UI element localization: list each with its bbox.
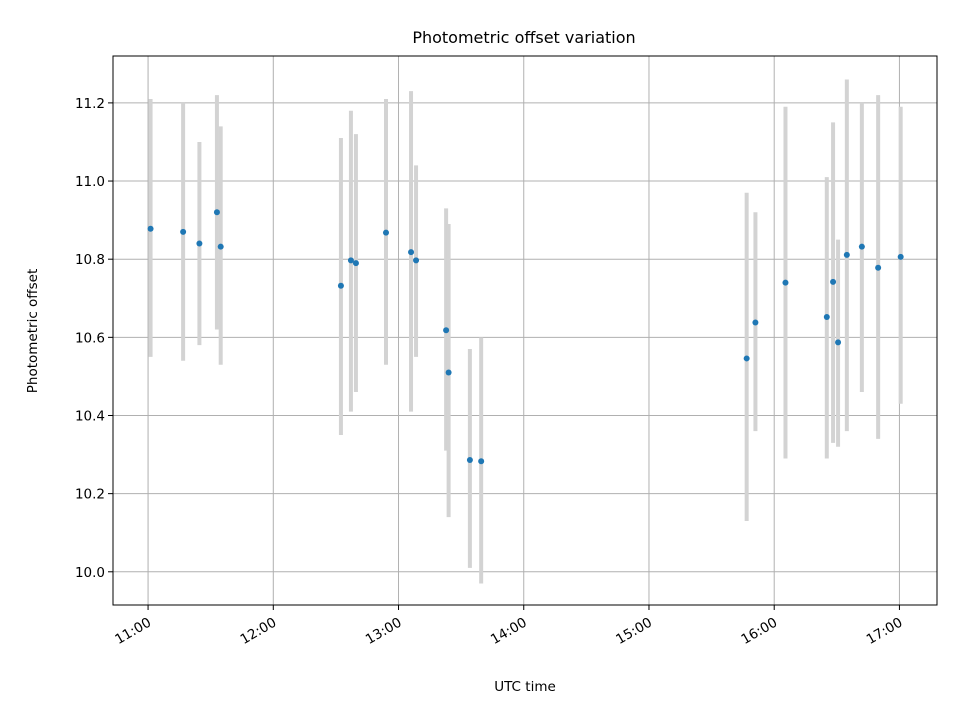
x-axis-ticks: 11:00 12:00 13:00 14:00 15:00 16:00 17:00: [112, 605, 905, 648]
data-point: [835, 339, 842, 346]
y-tick-label: 11.2: [75, 96, 105, 112]
data-point: [478, 458, 485, 465]
plot-frame: [112, 55, 938, 606]
data-point: [413, 257, 420, 264]
x-tick-label: 11:00: [112, 615, 154, 648]
data-point: [408, 249, 415, 256]
data-point: [213, 209, 220, 216]
chart-title: Photometric offset variation: [412, 28, 635, 47]
data-point: [858, 243, 865, 250]
data-point: [823, 314, 830, 321]
data-point: [466, 457, 473, 464]
y-tick-label: 10.0: [75, 565, 105, 581]
x-tick-label: 17:00: [864, 615, 906, 648]
data-point: [382, 229, 389, 236]
x-axis-label: UTC time: [494, 679, 556, 695]
data-point: [743, 355, 750, 362]
data-point: [217, 243, 224, 250]
data-point: [752, 319, 759, 326]
data-point: [445, 369, 452, 376]
grid: [113, 56, 937, 605]
data-point: [843, 251, 850, 258]
data-point: [180, 228, 187, 235]
y-tick-label: 10.6: [75, 330, 105, 346]
data-point: [875, 264, 882, 271]
data-points: [147, 209, 904, 465]
x-tick-label: 14:00: [488, 615, 530, 648]
x-tick-label: 12:00: [238, 615, 280, 648]
data-point: [337, 282, 344, 289]
data-point: [897, 253, 904, 260]
data-point: [443, 327, 450, 334]
y-tick-label: 10.8: [75, 252, 105, 268]
y-tick-label: 11.0: [75, 174, 105, 190]
x-tick-label: 15:00: [613, 615, 655, 648]
x-tick-label: 13:00: [363, 615, 405, 648]
y-tick-label: 10.2: [75, 487, 105, 503]
x-tick-label: 16:00: [739, 615, 781, 648]
y-tick-label: 10.4: [75, 408, 105, 424]
y-axis-ticks: 10.0 10.2 10.4 10.6 10.8 11.0 11.2: [75, 96, 113, 581]
errorbars: [148, 79, 903, 584]
data-point: [782, 279, 789, 286]
data-point: [352, 260, 359, 267]
data-point: [196, 240, 203, 247]
data-point: [830, 278, 837, 285]
data-point: [347, 257, 354, 264]
data-point: [147, 225, 154, 232]
y-axis-label: Photometric offset: [25, 269, 41, 393]
